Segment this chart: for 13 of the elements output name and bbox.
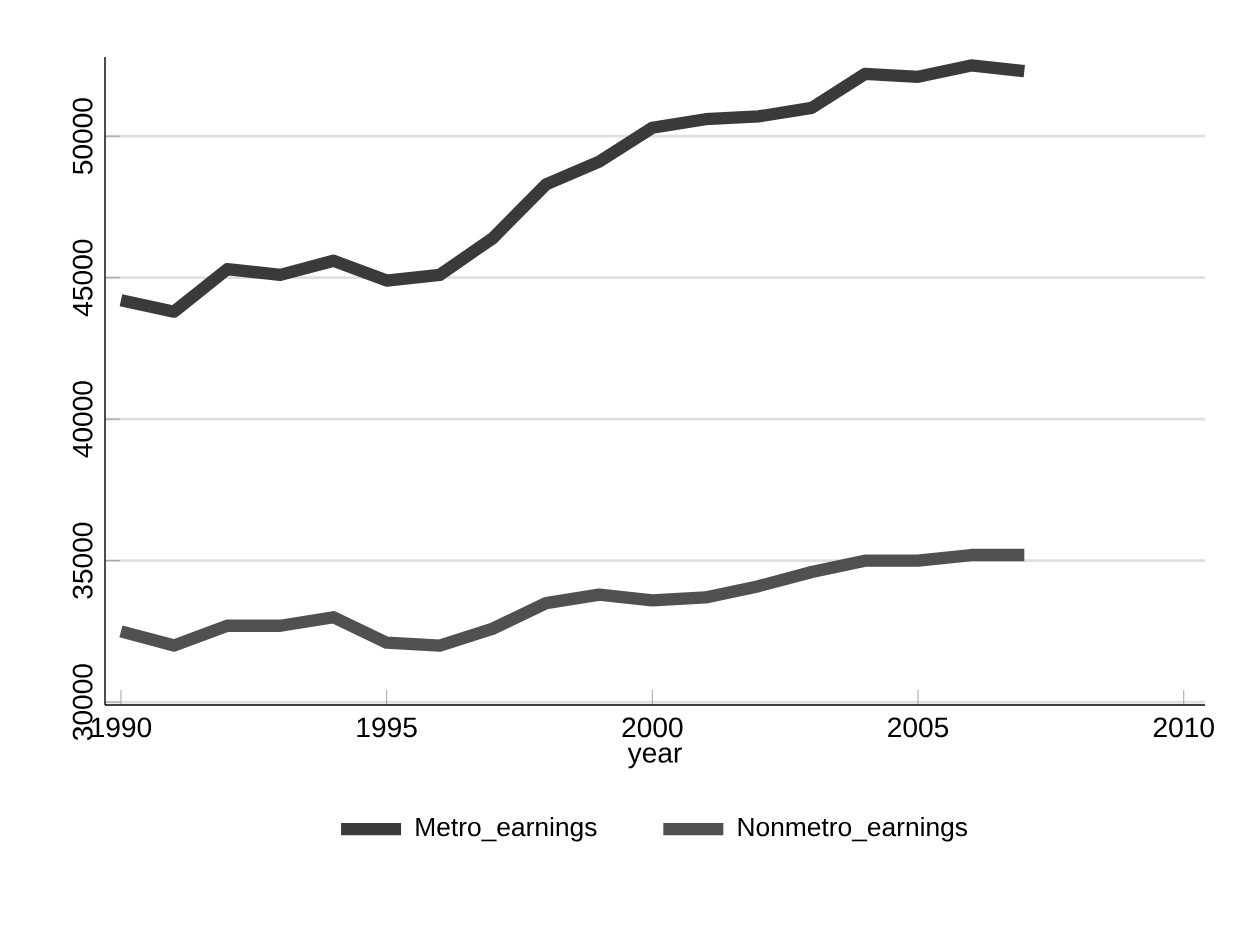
- legend-label: Nonmetro_earnings: [738, 816, 968, 842]
- y-tick-label: 30000: [72, 664, 93, 741]
- x-tick-label: 2005: [888, 717, 949, 738]
- legend-label: Metro_earnings: [416, 816, 597, 842]
- x-tick-label: 1990: [91, 717, 152, 738]
- x-tick-label: 2000: [622, 717, 683, 738]
- x-tick-label: 2010: [1153, 717, 1214, 738]
- y-tick-label: 45000: [72, 239, 93, 317]
- x-tick-label: 1995: [357, 717, 417, 738]
- y-tick-label: 50000: [72, 98, 93, 175]
- y-tick-label: 40000: [72, 381, 93, 458]
- y-tick-label: 35000: [72, 522, 93, 599]
- x-axis-title: year: [627, 747, 682, 769]
